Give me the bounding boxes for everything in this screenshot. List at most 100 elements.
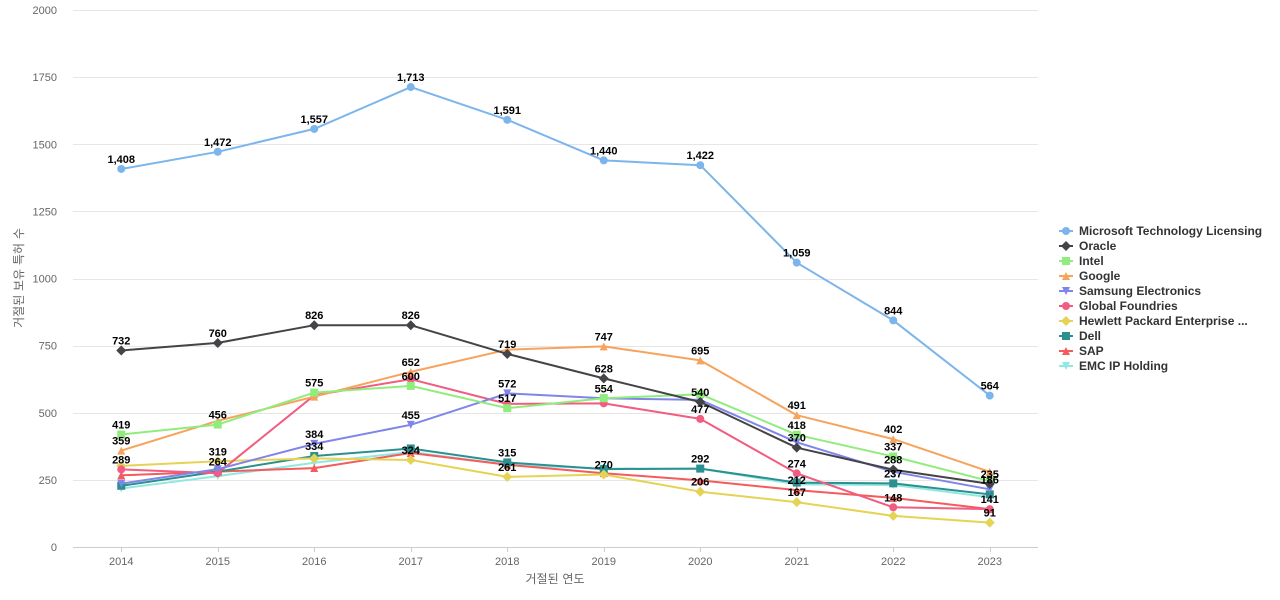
data-point — [310, 392, 319, 401]
series-line — [120, 457, 991, 524]
data-label: 575 — [305, 378, 323, 390]
y-tick-label: 500 — [39, 408, 57, 420]
data-point — [117, 465, 126, 474]
y-tick-label: 2000 — [33, 5, 57, 17]
x-tick-label: 2015 — [206, 556, 230, 568]
data-point — [695, 486, 706, 497]
legend-marker — [1061, 241, 1071, 251]
x-axis-title: 거절된 연도 — [525, 572, 584, 586]
legend-marker — [1062, 227, 1070, 235]
axes: 0 250 500 750 1000 1250 1500 1750 2000 2014 2015 20… — [33, 5, 1002, 568]
data-point — [599, 394, 608, 403]
data-point — [599, 156, 608, 165]
data-label: 315 — [498, 447, 516, 459]
data-point — [116, 345, 127, 356]
data-point — [696, 476, 705, 485]
legend-marker — [1062, 347, 1070, 355]
legend-item: Google — [1059, 269, 1121, 283]
data-point — [406, 375, 415, 384]
data-label: 572 — [498, 378, 516, 390]
data-label: 455 — [402, 410, 420, 422]
legend-marker — [1061, 316, 1071, 326]
data-point — [792, 438, 801, 447]
data-label: 564 — [981, 381, 1000, 393]
data-label: 719 — [498, 339, 516, 351]
data-label: 1,472 — [204, 137, 232, 149]
data-point — [599, 465, 608, 474]
series-line — [120, 452, 991, 511]
data-point — [599, 342, 608, 351]
data-point — [696, 161, 705, 170]
data-label: 747 — [595, 331, 613, 343]
legend-marker — [1062, 302, 1070, 310]
legend-label: Hewlett Packard Enterprise ... — [1079, 314, 1248, 328]
data-label: 844 — [884, 305, 903, 317]
series-0 — [117, 83, 994, 400]
data-point — [213, 469, 222, 478]
series-line — [120, 392, 991, 491]
data-point — [696, 464, 705, 473]
data-point — [792, 430, 801, 439]
data-point — [889, 435, 898, 444]
data-label: 1,059 — [783, 248, 811, 260]
y-tick-label: 1750 — [33, 72, 57, 84]
x-tick-label: 2019 — [592, 556, 616, 568]
legend-item: Global Foundries — [1059, 299, 1178, 313]
data-point — [502, 471, 513, 482]
data-label: 141 — [981, 494, 999, 506]
data-label: 289 — [112, 454, 130, 466]
data-point — [985, 467, 994, 476]
legend-item: Intel — [1059, 254, 1104, 268]
data-label: 1,713 — [397, 72, 425, 84]
data-point — [309, 453, 320, 464]
data-label: 732 — [112, 335, 130, 347]
data-point — [406, 83, 415, 92]
legend-item: Dell — [1059, 329, 1101, 343]
data-label: 270 — [595, 460, 613, 472]
data-label: 517 — [498, 393, 516, 405]
data-label: 337 — [884, 442, 902, 454]
data-point — [985, 485, 994, 494]
legend-item: SAP — [1059, 344, 1104, 358]
legend-label: Global Foundries — [1079, 299, 1178, 313]
data-label: 628 — [595, 363, 613, 375]
data-label: 186 — [981, 474, 999, 486]
data-point — [792, 486, 801, 495]
data-label: 1,440 — [590, 145, 618, 157]
data-label: 370 — [788, 433, 806, 445]
data-point — [310, 464, 319, 473]
legend-item: Hewlett Packard Enterprise ... — [1059, 314, 1248, 328]
data-label: 288 — [884, 455, 902, 467]
data-point — [889, 316, 898, 325]
data-label: 418 — [788, 420, 806, 432]
y-tick-label: 1000 — [33, 274, 57, 286]
legend-label: Oracle — [1079, 239, 1117, 253]
data-point — [310, 388, 319, 397]
data-point — [792, 411, 801, 420]
data-point — [889, 479, 898, 488]
data-point — [405, 320, 416, 331]
y-tick-label: 1250 — [33, 206, 57, 218]
data-label: 600 — [402, 371, 420, 383]
data-labels: 1,408 1,472 1,557 1,713 1,591 1,440 1,422 1,059… — [107, 72, 999, 520]
data-label: 261 — [498, 462, 516, 474]
data-point — [598, 373, 609, 384]
series-3 — [117, 342, 994, 476]
data-point — [792, 478, 801, 487]
data-point — [309, 320, 320, 331]
data-label: 359 — [112, 436, 130, 448]
data-label: 235 — [981, 469, 999, 481]
data-label: 206 — [691, 477, 709, 489]
data-point — [985, 391, 994, 400]
data-label: 1,408 — [107, 154, 135, 166]
data-label: 319 — [209, 446, 227, 458]
data-label: 695 — [691, 345, 709, 357]
x-tick-label: 2016 — [302, 556, 326, 568]
data-point — [791, 497, 802, 508]
data-label: 148 — [884, 492, 902, 504]
legend-item: Oracle — [1059, 239, 1117, 253]
data-point — [117, 446, 126, 455]
data-point — [696, 414, 705, 423]
data-label: 212 — [788, 475, 806, 487]
